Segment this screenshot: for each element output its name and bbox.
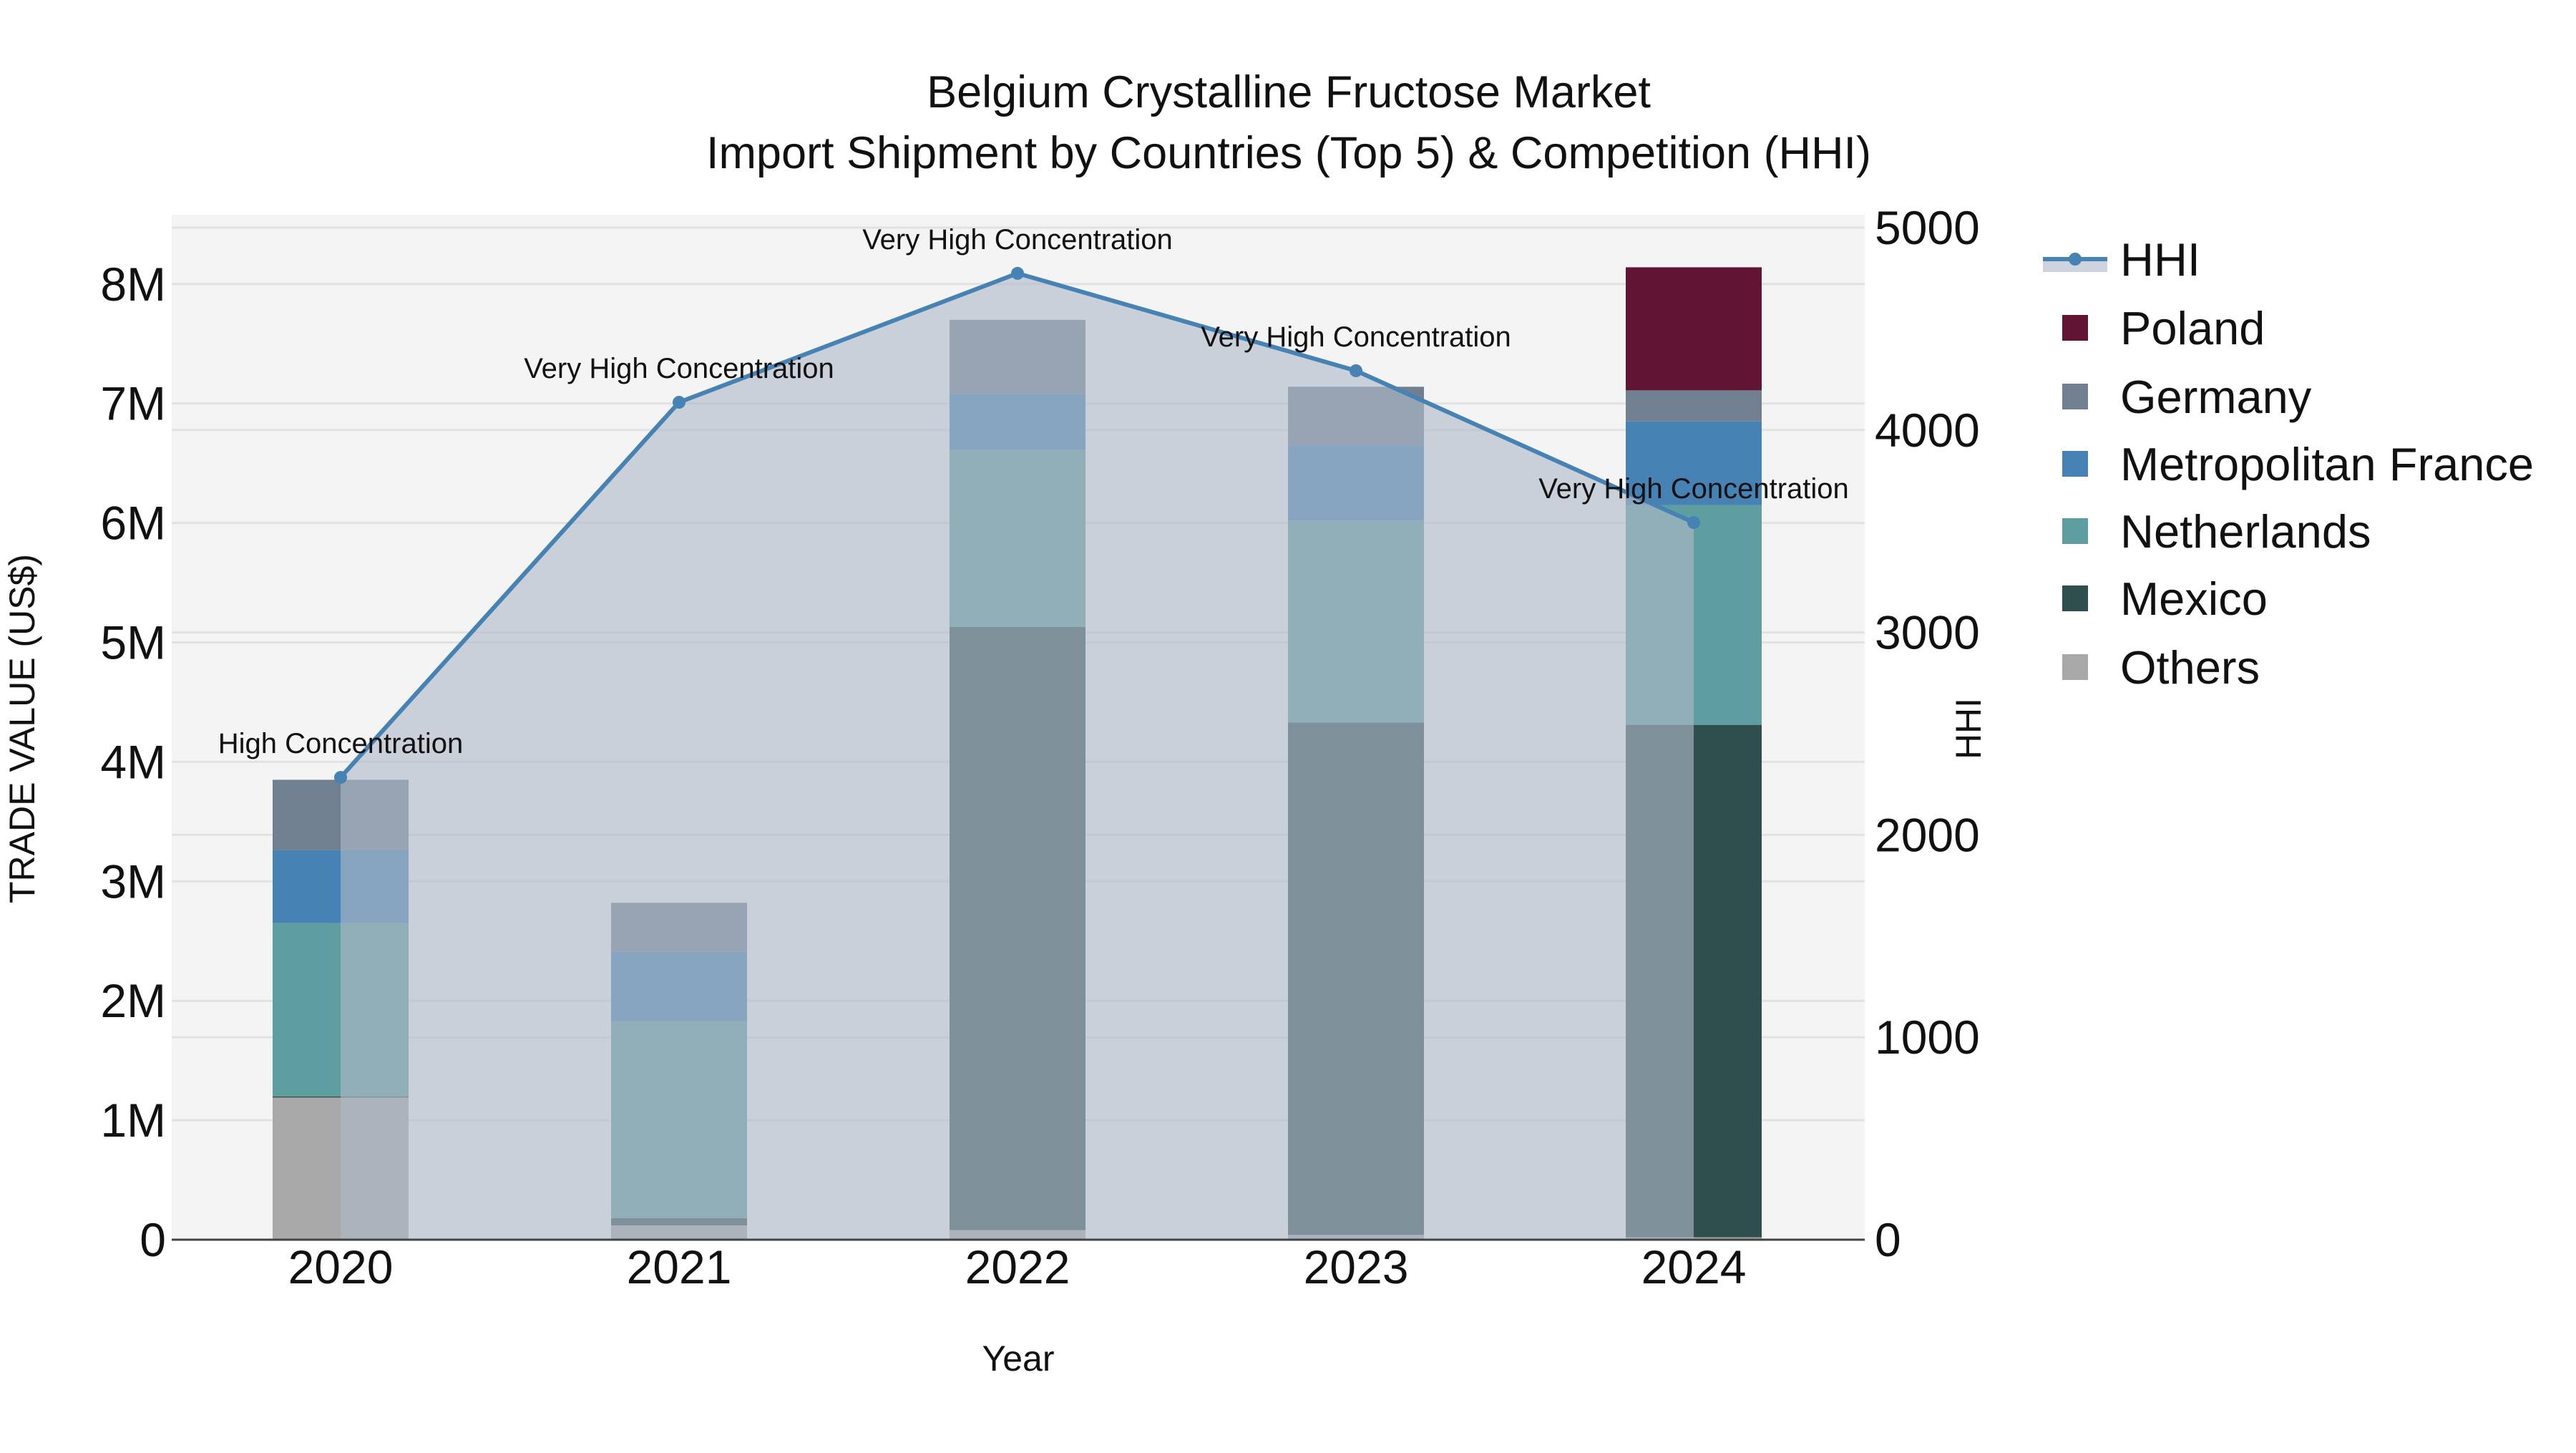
- legend-square-icon: [2062, 654, 2088, 680]
- legend-label: Poland: [2120, 302, 2265, 354]
- hhi-point-2023[interactable]: [1350, 364, 1362, 377]
- hhi-line-group: [334, 266, 1700, 1240]
- legend-item-germany[interactable]: Germany: [2062, 371, 2312, 423]
- x-axis-title: Year: [982, 1338, 1054, 1379]
- x-tick-label-2024: 2024: [1641, 1240, 1747, 1293]
- y-left-tick-label: 0: [140, 1213, 166, 1266]
- bar-segment-metropolitan-france[interactable]: [1626, 421, 1762, 505]
- legend-label: HHI: [2120, 233, 2200, 286]
- chart-title-line1: Belgium Crystalline Fructose Market: [927, 67, 1651, 117]
- hhi-point-2024[interactable]: [1687, 516, 1700, 530]
- y-axis-left-title: TRADE VALUE (US$): [2, 554, 42, 903]
- y-left-tick-label: 4M: [100, 735, 166, 788]
- legend-label: Metropolitan France: [2120, 438, 2534, 490]
- hhi-point-2020[interactable]: [334, 771, 347, 784]
- y-left-tick-label: 7M: [100, 377, 166, 430]
- hhi-annotation-2021: Very High Concentration: [524, 353, 834, 384]
- legend-item-metropolitan-france[interactable]: Metropolitan France: [2062, 438, 2534, 490]
- chart-title-line2: Import Shipment by Countries (Top 5) & C…: [706, 128, 1871, 178]
- bar-segment-germany[interactable]: [1626, 390, 1762, 422]
- y-right-tick-label: 1000: [1875, 1011, 1980, 1064]
- legend-label: Germany: [2120, 371, 2312, 423]
- legend-item-others[interactable]: Others: [2062, 641, 2260, 694]
- hhi-annotation-2023: Very High Concentration: [1201, 321, 1511, 353]
- hhi-annotations: High Concentration Very High Concentratio…: [218, 224, 1849, 759]
- legend-label: Others: [2120, 641, 2260, 694]
- legend-square-icon: [2062, 315, 2088, 341]
- hhi-fill-area: [341, 273, 1694, 1240]
- legend-square-icon: [2062, 518, 2088, 544]
- hhi-point-2022[interactable]: [1011, 266, 1024, 280]
- legend-square-icon: [2062, 451, 2088, 477]
- legend-label: Netherlands: [2120, 505, 2371, 558]
- y-left-tick-label: 5M: [100, 616, 166, 669]
- hhi-annotation-2022: Very High Concentration: [862, 224, 1173, 256]
- y-left-tick-label: 1M: [100, 1094, 166, 1147]
- y-left-tick-label: 3M: [100, 855, 166, 908]
- y-axis-right-title: HHI: [1948, 698, 1989, 759]
- legend-item-poland[interactable]: Poland: [2062, 302, 2265, 354]
- bar-segment-poland[interactable]: [1626, 267, 1762, 391]
- y-axis-right-ticks: 0 1000 2000 3000 4000 5000: [1875, 201, 1980, 1266]
- x-tick-label-2023: 2023: [1304, 1240, 1409, 1293]
- y-right-tick-label: 3000: [1875, 606, 1980, 659]
- y-axis-left-ticks: 0 1M 2M 3M 4M 5M 6M 7M 8M: [100, 258, 166, 1266]
- hhi-annotation-2024: Very High Concentration: [1538, 473, 1849, 505]
- x-tick-label-2022: 2022: [965, 1240, 1070, 1293]
- hhi-point-2021[interactable]: [673, 396, 686, 409]
- legend-marker-icon: [2069, 253, 2082, 266]
- legend-item-netherlands[interactable]: Netherlands: [2062, 505, 2371, 558]
- y-left-tick-label: 6M: [100, 497, 166, 550]
- y-left-tick-label: 8M: [100, 258, 166, 311]
- x-tick-label-2021: 2021: [627, 1240, 732, 1293]
- legend-item-mexico[interactable]: Mexico: [2062, 573, 2268, 625]
- y-right-tick-label: 0: [1875, 1213, 1901, 1266]
- legend-square-icon: [2062, 585, 2088, 611]
- x-axis-ticks: 2020 2021 2022 2023 2024: [288, 1240, 1747, 1293]
- legend: HHI Poland Germany Metropolitan France Nethe…: [2043, 233, 2534, 694]
- x-tick-label-2020: 2020: [288, 1240, 394, 1293]
- legend-item-hhi[interactable]: HHI: [2043, 233, 2200, 286]
- legend-label: Mexico: [2120, 573, 2268, 625]
- y-left-tick-label: 2M: [100, 974, 166, 1027]
- y-right-tick-label: 4000: [1875, 404, 1980, 457]
- y-right-tick-label: 5000: [1875, 201, 1980, 254]
- hhi-annotation-2020: High Concentration: [218, 728, 463, 759]
- y-right-tick-label: 2000: [1875, 808, 1980, 861]
- legend-square-icon: [2062, 384, 2088, 409]
